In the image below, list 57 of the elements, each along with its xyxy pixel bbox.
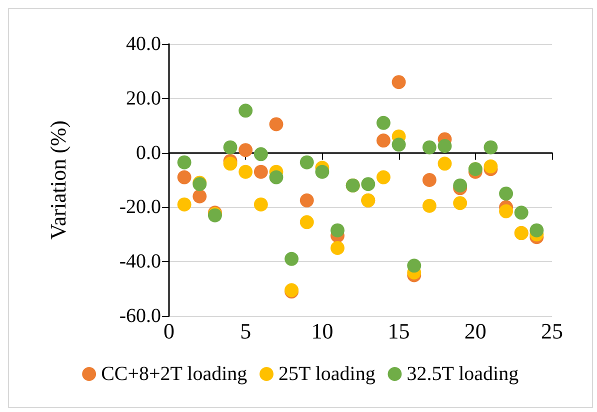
point [223,140,238,154]
y-tick-label: -60.0 [119,305,161,327]
x-tick-label: 15 [388,318,410,344]
point [330,241,345,255]
point [300,193,314,208]
y-tick-label: 20.0 [126,87,161,110]
point [177,155,192,170]
point [376,170,390,184]
point [238,164,253,179]
x-tick-label: 5 [240,318,252,344]
point [392,138,406,152]
point [422,198,436,213]
x-tick-label: 25 [541,318,563,344]
y-tick-label: -20.0 [119,196,161,218]
y-axis-title: Variation (%) [46,120,70,240]
point [530,223,544,238]
point [376,116,390,130]
x-tick-label: 10 [311,318,334,344]
legend-label: 25T loading [278,363,376,385]
point [438,156,452,171]
point [484,140,498,154]
point [438,139,452,153]
point [300,215,314,230]
point [284,252,299,266]
point [499,186,514,201]
point [407,258,422,273]
point [269,117,284,132]
point [514,206,528,220]
point [499,204,514,218]
point [192,189,207,204]
point [238,143,253,158]
y-tick-label: 0.0 [136,142,161,164]
point [376,134,390,148]
x-tick-label: 20 [464,318,486,344]
y-tick-label: -40.0 [119,250,161,273]
point [254,197,268,212]
point [254,147,268,162]
point [453,178,468,192]
x-tick-label: 0 [164,318,174,344]
point [315,164,330,179]
point [177,170,192,184]
point [392,75,406,90]
point [223,156,238,171]
point [484,159,498,174]
point [238,104,253,118]
point [177,197,192,212]
point [254,164,268,179]
point [300,155,314,170]
point [269,170,284,184]
point [422,173,436,187]
point [361,177,376,192]
point [330,223,345,238]
y-tick-label: 40.0 [126,33,161,55]
legend-label: 32.5T loading [406,363,519,385]
point [422,140,436,154]
point [453,196,468,210]
legend-label: CC+8+2T loading [101,363,248,385]
